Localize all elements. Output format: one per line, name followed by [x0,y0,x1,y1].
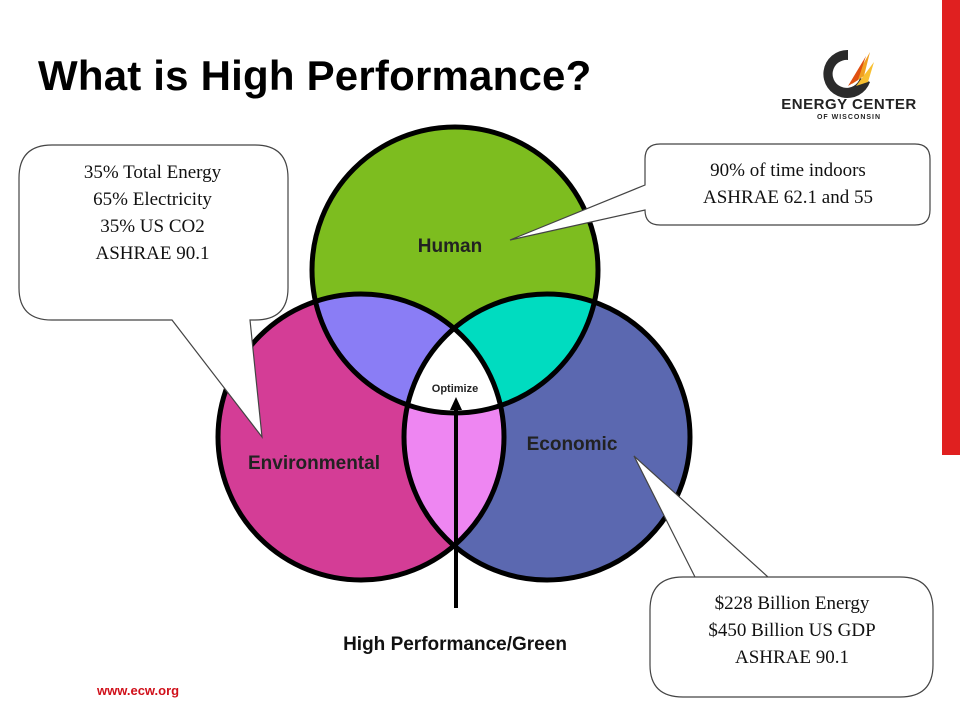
optimize-label: Optimize [432,383,478,395]
environmental-label: Environmental [248,453,380,474]
energy-center-logo-icon [823,49,874,98]
arrowhead-icon [450,397,462,410]
economic-callout-bubble [633,455,934,698]
callout-line: ASHRAE 62.1 and 55 [703,187,873,208]
high-performance-label: High Performance/Green [343,634,567,655]
callout-line: 35% US CO2 [100,216,205,237]
callout-line: 90% of time indoors [710,160,866,181]
human-environmental-overlap [312,294,504,413]
callout-line: ASHRAE 90.1 [734,647,849,668]
callout-line: 65% Electricity [93,189,212,210]
callout-line: $450 Billion US GDP [708,620,876,641]
economic-label: Economic [527,434,618,455]
footer-url-link[interactable]: www.ecw.org [97,683,180,698]
logo-text-line1: ENERGY CENTER [781,96,917,113]
callout-line: 35% Total Energy [83,162,222,183]
callout-line: ASHRAE 90.1 [95,243,210,264]
human-callout-text: 90% of time indoors ASHRAE 62.1 and 55 [648,157,928,211]
environmental-callout-bubble [18,144,289,440]
environmental-callout-text: 35% Total Energy 65% Electricity 35% US … [25,159,280,267]
human-label: Human [418,236,482,257]
accent-side-bar [942,0,960,455]
slide-title: What is High Performance? [38,52,592,99]
economic-callout-text: $228 Billion Energy $450 Billion US GDP … [653,590,931,671]
callout-line: $228 Billion Energy [714,593,870,614]
human-callout-bubble [509,143,931,241]
logo-text-line2: OF WISCONSIN [816,114,882,121]
human-economic-overlap [404,294,598,413]
